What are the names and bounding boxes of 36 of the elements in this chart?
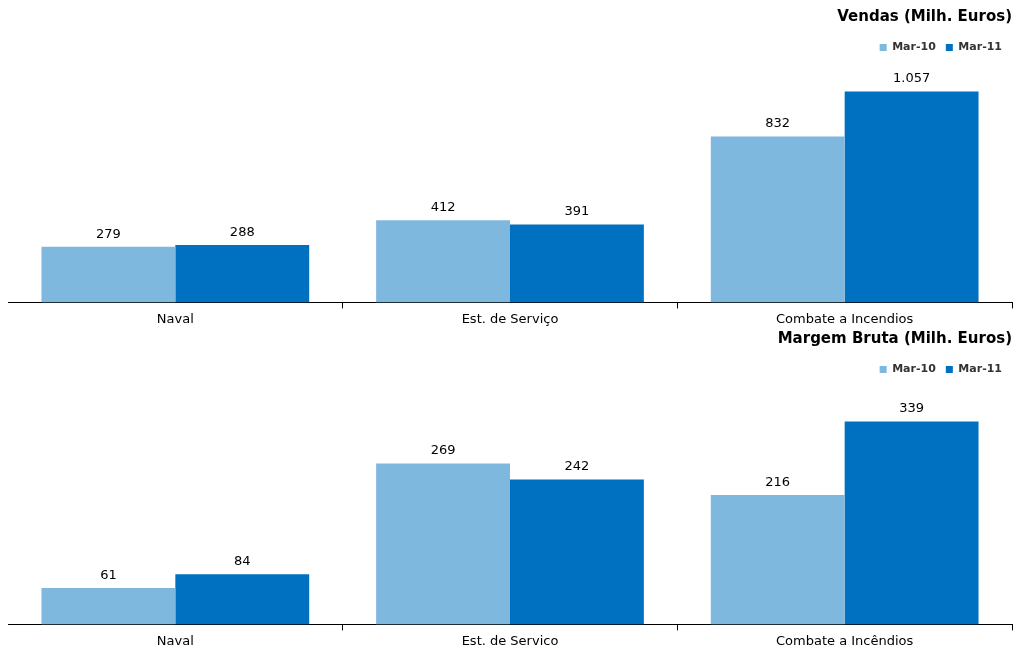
x-tick-label: Naval [156, 632, 194, 648]
data-label: 269 [430, 442, 456, 458]
data-label: 216 [765, 474, 791, 489]
bar [376, 463, 510, 625]
legend-label: Mar-10 [892, 40, 937, 54]
data-label: 412 [430, 199, 456, 215]
x-tick-label: Combate a Incendios [776, 310, 914, 326]
data-label: 279 [95, 225, 121, 241]
legend-label: Mar-11 [958, 362, 1002, 376]
data-label: 288 [229, 223, 255, 239]
chart-title: Margem Bruta (Milh. Euros) [777, 328, 1012, 347]
bar [41, 587, 176, 625]
bar [376, 220, 510, 303]
data-label: 832 [765, 115, 791, 131]
x-tick-label: Est. de Serviço [461, 310, 559, 326]
bar [510, 224, 644, 303]
chart-title: Vendas (Milh. Euros) [837, 6, 1012, 25]
legend-label: Mar-10 [892, 362, 937, 376]
x-tick-label: Est. de Servico [461, 632, 559, 648]
bar [175, 244, 310, 303]
data-label: 242 [564, 458, 590, 474]
data-label: 391 [564, 203, 590, 219]
bar [844, 91, 979, 303]
bar [510, 479, 644, 625]
bar [710, 495, 845, 625]
data-label: 61 [100, 566, 117, 582]
x-tick-label: Combate a Incêndios [776, 632, 914, 648]
data-label: 84 [233, 553, 251, 568]
bar [175, 574, 310, 625]
data-label: 1.057 [892, 70, 931, 86]
bar [41, 246, 176, 303]
bar [844, 421, 979, 625]
data-label: 339 [899, 400, 925, 416]
x-tick-label: Naval [156, 310, 194, 326]
legend-label: Mar-11 [958, 40, 1002, 54]
bar [710, 136, 845, 303]
